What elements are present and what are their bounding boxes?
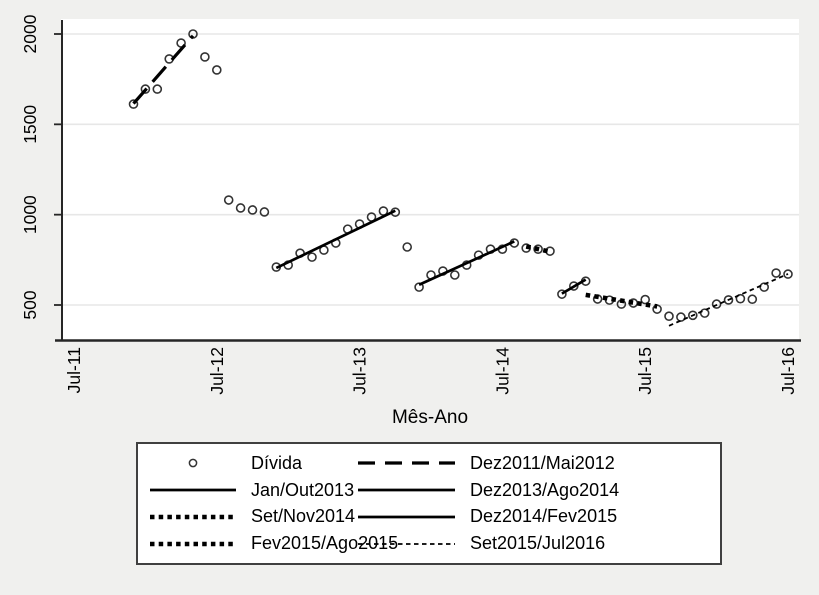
legend: Dívida Dez2011/Mai2012 Jan/Out2013 Dez20… — [136, 442, 722, 565]
data-point — [140, 84, 151, 94]
data-point — [259, 207, 270, 217]
y-tick-label-1000: 1000 — [20, 195, 40, 234]
trend-line-fev2015-ago2015 — [585, 292, 658, 309]
data-point — [687, 310, 698, 321]
data-point — [449, 270, 460, 280]
trend-line-dez2013-ago2014 — [418, 240, 515, 286]
data-point — [414, 282, 424, 292]
x-tick-label-Jul-16: Jul-16 — [778, 347, 798, 395]
solid-line-icon — [358, 488, 455, 492]
x-tick-label-Jul-12: Jul-12 — [207, 347, 227, 395]
data-point — [402, 242, 413, 252]
data-point — [711, 299, 722, 309]
trend-line-jan-out2013 — [275, 209, 396, 270]
data-point — [568, 281, 579, 291]
x-tick-label-Jul-11: Jul-11 — [64, 347, 84, 393]
longdash-line-icon — [358, 461, 455, 465]
trend-line-set-nov2014 — [525, 244, 551, 254]
legend-swatch-dez2011-mai2012 — [357, 451, 456, 475]
y-tick-label-2000: 2000 — [20, 14, 40, 53]
data-point — [223, 195, 234, 205]
data-point — [723, 295, 734, 305]
legend-label-set2015-jul2016: Set2015/Jul2016 — [470, 533, 606, 554]
data-point — [533, 244, 543, 254]
x-tick-label-Jul-15: Jul-15 — [635, 347, 655, 395]
legend-swatch-dez2013-ago2014 — [357, 478, 456, 502]
data-point — [307, 252, 317, 262]
legend-label-dez2013-ago2014: Dez2013/Ago2014 — [470, 479, 620, 500]
legend-swatch-dez2014-fev2015 — [357, 505, 456, 529]
thickdot-line-icon — [150, 541, 236, 546]
data-point — [783, 269, 793, 279]
data-point — [247, 205, 258, 215]
x-tick-label-Jul-14: Jul-14 — [492, 347, 512, 395]
circle-marker-icon — [188, 459, 198, 468]
trend-line-set2015-jul2016 — [668, 273, 789, 327]
legend-swatch-divida — [149, 451, 237, 475]
solid-line-icon — [150, 488, 236, 492]
data-point — [128, 99, 139, 109]
data-point — [640, 294, 651, 305]
data-point — [759, 282, 770, 292]
y-tick-label-1500: 1500 — [20, 105, 40, 144]
data-point — [152, 84, 163, 94]
trend-line-dez2014-fev2015 — [561, 278, 587, 295]
data-point — [747, 294, 758, 305]
legend-label-set-nov2014: Set/Nov2014 — [251, 506, 356, 527]
legend-label-dez2014-fev2015: Dez2014/Fev2015 — [470, 506, 618, 527]
x-axis-title: Mês-Ano — [392, 407, 468, 428]
legend-swatch-fev2015-ago2015 — [149, 532, 237, 556]
x-tick-label-Jul-13: Jul-13 — [350, 347, 370, 395]
thickdot-line-icon — [150, 514, 236, 520]
solid-line-icon — [358, 515, 455, 519]
data-point — [771, 268, 781, 278]
data-point — [676, 312, 686, 322]
legend-label-fev2015-ago2015: Fev2015/Ago2015 — [251, 533, 399, 554]
data-point — [735, 293, 746, 304]
y-tick-label-500: 500 — [20, 290, 40, 319]
data-point — [235, 203, 246, 213]
data-point — [200, 52, 210, 62]
data-point — [557, 289, 567, 299]
legend-swatch-jan-out2013 — [149, 478, 237, 502]
data-point — [664, 311, 674, 322]
thindash-line-icon — [358, 542, 455, 545]
data-point — [212, 65, 222, 75]
data-point — [699, 308, 710, 318]
legend-label-jan-out2013: Jan/Out2013 — [251, 479, 355, 500]
legend-swatch-set-nov2014 — [149, 505, 237, 529]
legend-label-divida: Dívida — [251, 452, 303, 473]
trend-line-dez2011-mai2012 — [132, 34, 195, 105]
legend-swatch-set2015-jul2016 — [357, 532, 456, 556]
plot-area — [61, 19, 799, 341]
legend-label-dez2011-mai2012: Dez2011/Mai2012 — [470, 452, 615, 473]
